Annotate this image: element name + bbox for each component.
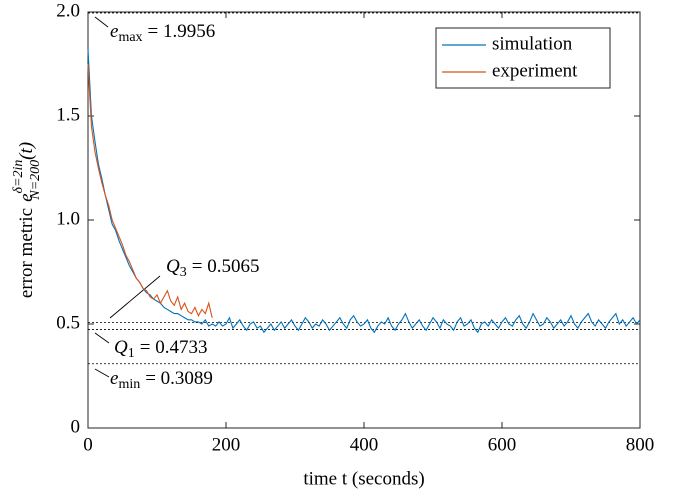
legend: simulation experiment xyxy=(435,27,611,89)
y-label-text: error metric xyxy=(16,208,37,298)
annotation-subscript: max xyxy=(118,30,142,45)
x-tick-label: 600 xyxy=(488,434,517,455)
y-tick-label: 2.0 xyxy=(56,0,80,21)
annotation-label: Q3 = 0.5065 xyxy=(166,256,259,280)
x-tick-label: 0 xyxy=(83,434,93,455)
leader-line xyxy=(94,332,110,344)
annotation-symbol: e xyxy=(110,368,118,389)
annotation-symbol: Q xyxy=(166,256,180,277)
annotation-subscript: min xyxy=(118,377,140,392)
series-line xyxy=(87,63,213,318)
leader-line xyxy=(94,368,110,378)
y-tick-label: 0.5 xyxy=(56,312,80,333)
leader-line xyxy=(94,16,109,28)
y-label-sub: N=200 xyxy=(28,160,43,201)
x-axis-label: time t (seconds) xyxy=(303,468,424,489)
series-line xyxy=(87,49,641,334)
y-label-symbol: e xyxy=(16,193,37,201)
annotation-symbol: Q xyxy=(114,337,128,358)
annotation-subscript: 1 xyxy=(128,346,135,361)
legend-label: simulation xyxy=(492,33,573,54)
legend-label: experiment xyxy=(492,60,578,81)
y-tick-label: 1.0 xyxy=(56,208,80,229)
annotation-symbol: e xyxy=(110,21,118,42)
y-label-arg: (t) xyxy=(16,142,37,160)
y-tick-label: 0 xyxy=(71,416,81,437)
x-tick-label: 800 xyxy=(626,434,655,455)
annotation-subscript: 3 xyxy=(180,265,187,280)
legend-box xyxy=(435,27,611,89)
annotation-value: = 0.4733 xyxy=(140,337,208,358)
annotation-value: = 0.5065 xyxy=(192,256,260,277)
annotation-label: Q1 = 0.4733 xyxy=(114,337,207,361)
annotation-label: emin = 0.3089 xyxy=(110,368,213,392)
annotation-value: = 1.9956 xyxy=(148,21,216,42)
y-axis-label: error metric eδ=2in N=200(t) xyxy=(11,142,43,298)
annotation-label: emax = 1.9956 xyxy=(110,21,215,45)
y-label-sup: δ=2in xyxy=(11,160,26,194)
y-tick-label: 1.5 xyxy=(56,104,80,125)
annotation-value: = 0.3089 xyxy=(145,368,213,389)
leader-line xyxy=(109,275,161,319)
x-tick-label: 200 xyxy=(212,434,241,455)
x-tick-label: 400 xyxy=(350,434,379,455)
